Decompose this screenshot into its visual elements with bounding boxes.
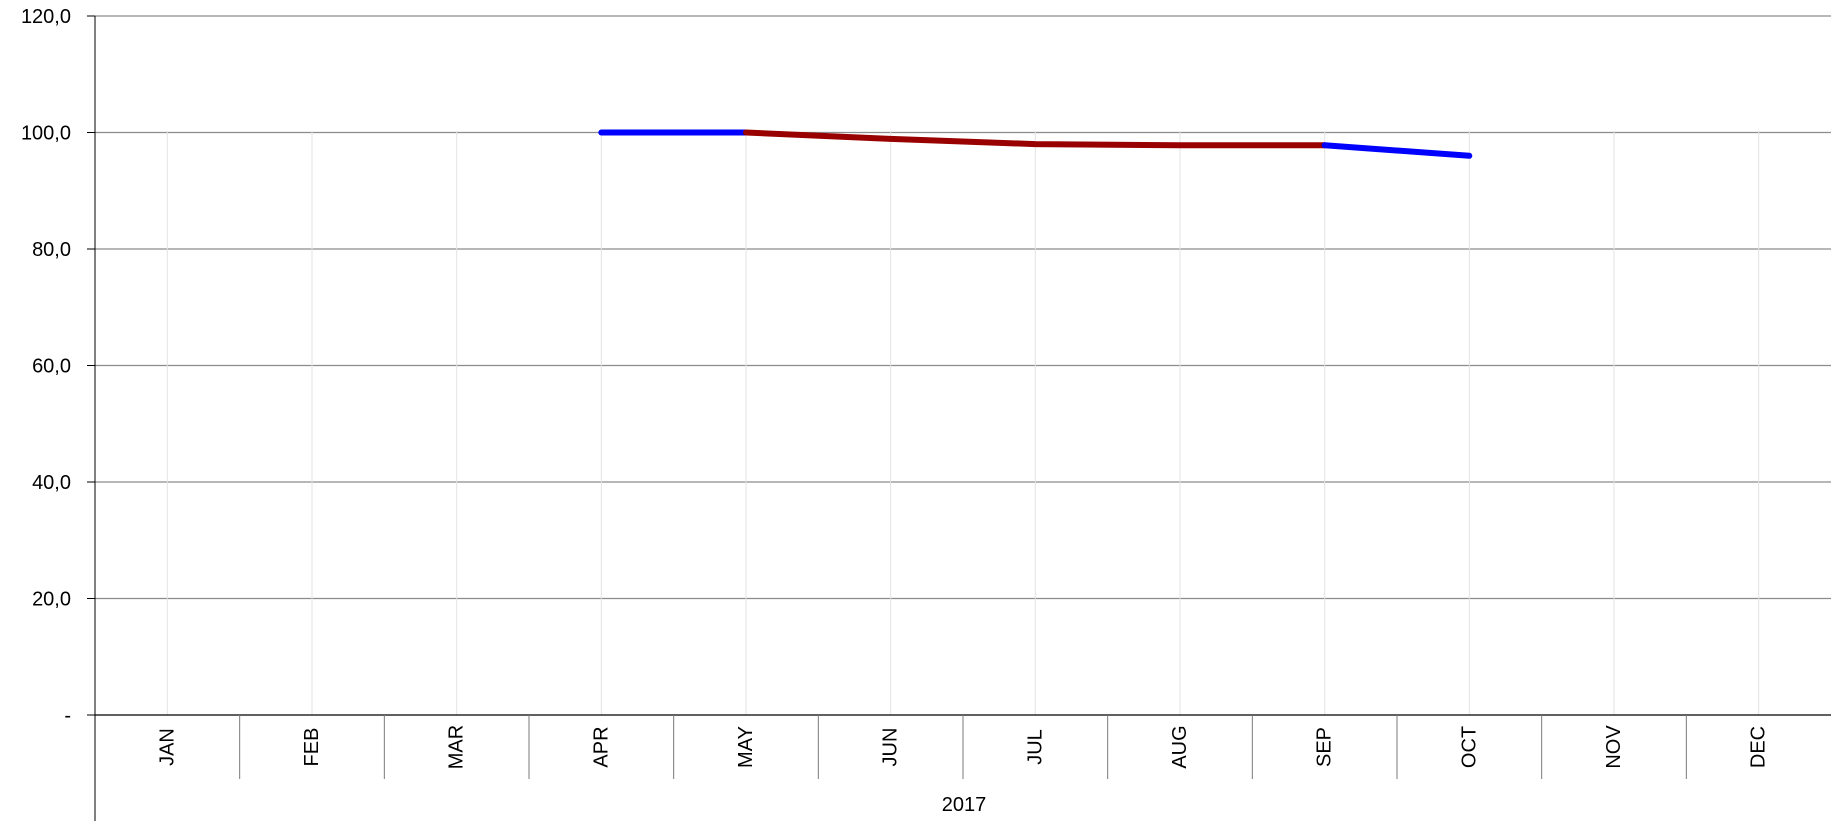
x-axis-year-label: 2017	[942, 794, 987, 816]
data-point	[1322, 142, 1328, 148]
x-tick-label: JUN	[880, 728, 902, 767]
x-tick-label: SEP	[1314, 727, 1336, 767]
series-line-segment	[1321, 142, 1473, 159]
x-tick-label: JAN	[156, 728, 178, 766]
data-point	[888, 136, 894, 142]
y-tick-label: 60,0	[32, 356, 71, 378]
x-tick-label: APR	[590, 726, 612, 767]
data-point	[1032, 141, 1038, 147]
x-tick-label: FEB	[301, 728, 323, 767]
x-tick-label: AUG	[1169, 725, 1191, 768]
y-tick-label: 80,0	[32, 239, 71, 261]
y-tick-label: 20,0	[32, 589, 71, 611]
x-tick-label: OCT	[1458, 726, 1480, 768]
data-point	[743, 130, 749, 135]
data-point	[1466, 153, 1472, 159]
y-tick-label: 100,0	[21, 123, 71, 145]
data-point	[1177, 142, 1183, 148]
y-axis-tick-labels: - 20,0 40,0 60,0 80,0 100,0 120,0	[21, 6, 71, 727]
y-tick-label: 120,0	[21, 6, 71, 28]
y-tick-label: 40,0	[32, 472, 71, 494]
x-tick-label: DEC	[1748, 726, 1770, 768]
x-axis-tick-labels: JAN FEB MAR APR MAY JUN JUL AUG SEP OCT NOV DEC	[156, 725, 1769, 770]
x-tick-label: NOV	[1603, 725, 1625, 769]
series-lines	[598, 129, 1473, 159]
horizontal-gridlines	[95, 15, 1831, 600]
vertical-gridlines	[166, 131, 1760, 715]
x-tick-label: MAR	[446, 725, 468, 769]
axes	[87, 15, 1831, 821]
data-point	[598, 130, 604, 135]
x-tick-label: JUL	[1024, 729, 1046, 765]
x-tick-label: MAY	[735, 726, 757, 768]
y-tick-label: -	[64, 705, 71, 727]
